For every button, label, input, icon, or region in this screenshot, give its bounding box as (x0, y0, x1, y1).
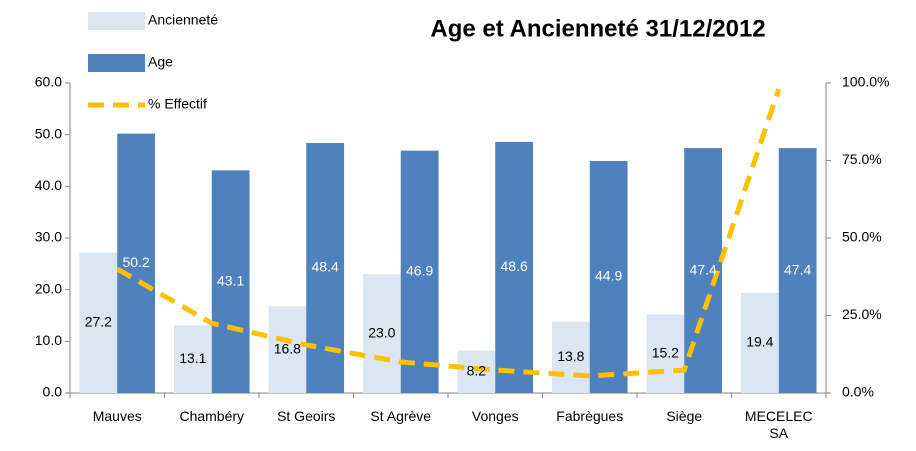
data-label: 19.4 (746, 334, 773, 350)
legend-swatch (88, 54, 145, 72)
data-label: 16.8 (274, 340, 301, 356)
x-tick-label: Chambéry (179, 408, 245, 424)
data-label: 48.4 (312, 259, 339, 275)
bar (79, 252, 118, 393)
data-label: 46.9 (406, 263, 433, 279)
y2-tick-label: 50.0% (842, 229, 882, 245)
y-tick-label: 60.0 (35, 74, 62, 90)
data-label: 47.4 (690, 261, 717, 277)
bar (646, 314, 685, 393)
data-label: 44.9 (595, 268, 622, 284)
bar (211, 170, 250, 393)
legend-swatch (88, 12, 145, 30)
y2-tick-label: 0.0% (842, 384, 874, 400)
y2-tick-label: 75.0% (842, 151, 882, 167)
x-tick-label: Vonges (471, 408, 519, 424)
chart-title: Age et Ancienneté 31/12/2012 (430, 15, 765, 42)
data-label: 15.2 (652, 344, 679, 360)
bar (400, 150, 439, 393)
x-tick-label: Fabrègues (556, 408, 624, 424)
y-tick-label: 0.0 (43, 384, 63, 400)
x-tick-label: Siège (666, 408, 703, 424)
bar (268, 306, 307, 393)
bar (495, 141, 534, 393)
data-label: 48.6 (501, 258, 528, 274)
legend-label: Age (148, 54, 173, 70)
legend-label: Ancienneté (148, 12, 218, 28)
bar (117, 133, 156, 393)
y2-tick-label: 100.0% (842, 74, 889, 90)
bar (740, 292, 779, 393)
data-label: 8.2 (467, 363, 487, 379)
x-tick-label: Mauves (92, 408, 142, 424)
y-tick-label: 10.0 (35, 332, 62, 348)
x-tick-label: St Geoirs (277, 408, 336, 424)
x-tick-label: St Agrève (370, 408, 432, 424)
bar (173, 325, 212, 393)
y-tick-label: 40.0 (35, 177, 62, 193)
data-label: 50.2 (123, 254, 150, 270)
bar (778, 148, 817, 393)
bar (589, 161, 628, 393)
line-series (116, 88, 782, 379)
y2-tick-label: 25.0% (842, 306, 882, 322)
data-label: 23.0 (368, 324, 395, 340)
bar (551, 321, 590, 393)
y-tick-label: 50.0 (35, 125, 62, 141)
data-label: 13.1 (179, 350, 206, 366)
y-tick-label: 20.0 (35, 280, 62, 296)
bar (362, 274, 401, 393)
x-tick-label: MECELEC SA (744, 408, 813, 441)
data-label: 13.8 (557, 348, 584, 364)
y-tick-label: 30.0 (35, 229, 62, 245)
legend-label: % Effectif (148, 96, 207, 112)
data-label: 43.1 (217, 272, 244, 288)
data-label: 47.4 (784, 261, 811, 277)
data-label: 27.2 (85, 313, 112, 329)
